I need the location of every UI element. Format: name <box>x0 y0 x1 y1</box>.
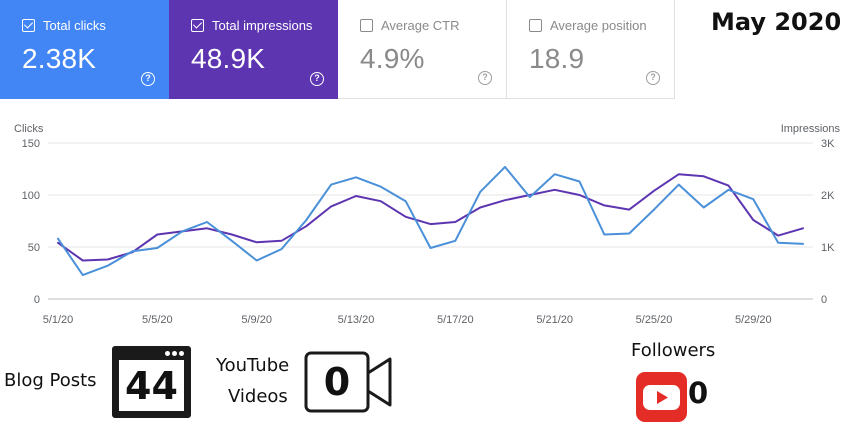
right-tick-label: 1K <box>821 242 835 254</box>
right-tick-label: 3K <box>821 138 835 150</box>
x-tick-label: 5/5/20 <box>142 314 173 326</box>
x-tick-label: 5/25/20 <box>636 314 673 326</box>
series-line-clicks <box>57 165 804 277</box>
checkbox-unchecked-icon[interactable] <box>529 19 542 32</box>
x-tick-label: 5/13/20 <box>338 314 375 326</box>
x-tick-label: 5/1/20 <box>43 314 74 326</box>
x-tick-label: 5/21/20 <box>536 314 573 326</box>
x-tick-label: 5/17/20 <box>437 314 474 326</box>
metric-card-average-ctr[interactable]: Average CTR 4.9% ? <box>338 0 507 99</box>
metric-value: 4.9% <box>360 43 425 74</box>
blog-posts-label: Blog Posts <box>4 370 97 391</box>
left-tick-label: 50 <box>28 242 40 254</box>
browser-window-icon: 44 <box>112 346 191 418</box>
metric-label: Average CTR <box>381 18 460 33</box>
checkbox-checked-icon[interactable] <box>191 19 204 32</box>
window-controls <box>165 351 184 356</box>
metric-value: 18.9 <box>529 43 585 74</box>
youtube-videos-count: 0 <box>323 360 351 404</box>
metric-label: Average position <box>550 18 647 33</box>
followers-count: 0 <box>688 376 709 410</box>
right-tick-label: 0 <box>821 294 827 306</box>
video-camera-icon <box>304 351 392 413</box>
blog-posts-count: 44 <box>119 360 184 411</box>
youtube-videos-label-line2: Videos <box>228 386 288 407</box>
help-icon[interactable]: ? <box>310 72 324 86</box>
left-axis-title: Clicks <box>14 123 44 135</box>
youtube-videos-label-line1: YouTube <box>216 355 290 376</box>
left-tick-label: 100 <box>22 190 40 202</box>
metric-label: Total impressions <box>212 18 313 33</box>
checkbox-unchecked-icon[interactable] <box>360 19 373 32</box>
x-tick-label: 5/9/20 <box>241 314 272 326</box>
metric-value: 48.9K <box>191 43 266 74</box>
right-tick-label: 2K <box>821 190 835 202</box>
help-icon[interactable]: ? <box>141 72 155 86</box>
help-icon[interactable]: ? <box>646 71 660 85</box>
x-tick-label: 5/29/20 <box>735 314 772 326</box>
left-tick-label: 150 <box>22 138 40 150</box>
youtube-logo-icon <box>636 372 687 422</box>
followers-label: Followers <box>631 340 716 361</box>
help-icon[interactable]: ? <box>478 71 492 85</box>
right-axis-title: Impressions <box>781 123 841 135</box>
metric-card-total-impressions[interactable]: Total impressions 48.9K ? <box>169 0 338 99</box>
metric-value: 2.38K <box>22 43 97 74</box>
metric-card-average-position[interactable]: Average position 18.9 ? <box>507 0 675 99</box>
checkbox-checked-icon[interactable] <box>22 19 35 32</box>
left-tick-label: 0 <box>34 294 40 306</box>
metric-label: Total clicks <box>43 18 106 33</box>
metric-card-total-clicks[interactable]: Total clicks 2.38K ? <box>0 0 169 99</box>
month-label: May 2020 <box>711 8 842 36</box>
